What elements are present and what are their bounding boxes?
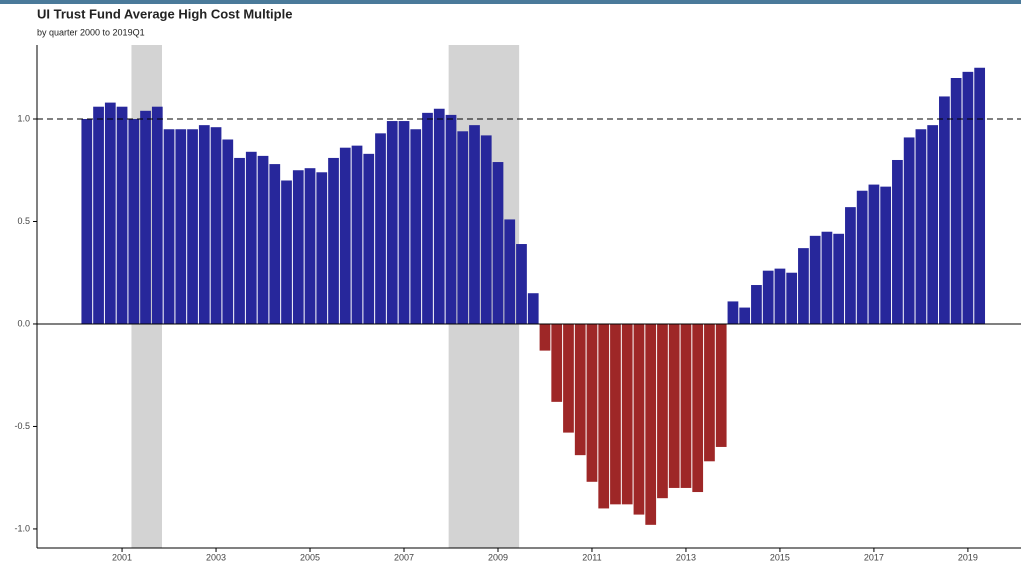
bar bbox=[116, 106, 128, 324]
bar bbox=[457, 131, 469, 324]
x-tick-label: 2007 bbox=[394, 552, 414, 562]
bar bbox=[962, 71, 974, 324]
y-tick-label: -1.0 bbox=[14, 523, 30, 533]
bar bbox=[950, 78, 962, 324]
bar bbox=[516, 244, 527, 324]
x-tick-label: 2015 bbox=[770, 552, 790, 562]
bar bbox=[410, 129, 422, 324]
bar bbox=[245, 151, 257, 324]
bar bbox=[868, 184, 880, 324]
bar bbox=[727, 301, 739, 324]
x-tick-label: 2017 bbox=[864, 552, 884, 562]
bar bbox=[610, 323, 621, 505]
x-tick-label: 2011 bbox=[582, 552, 601, 562]
bar bbox=[527, 293, 539, 324]
bar bbox=[140, 110, 151, 324]
bar bbox=[856, 190, 868, 324]
bar bbox=[198, 125, 210, 324]
bar bbox=[903, 137, 915, 324]
bar bbox=[774, 268, 786, 324]
bar bbox=[645, 323, 657, 525]
bar bbox=[210, 127, 222, 324]
bar bbox=[398, 121, 410, 324]
bar bbox=[281, 180, 292, 324]
x-tick-label: 2013 bbox=[676, 552, 696, 562]
bar bbox=[222, 139, 234, 324]
bar bbox=[351, 145, 363, 324]
bar bbox=[257, 155, 269, 324]
bar bbox=[128, 118, 140, 324]
bar bbox=[939, 96, 950, 324]
bar bbox=[104, 102, 116, 324]
chart-title: UI Trust Fund Average High Cost Multiple bbox=[37, 6, 292, 21]
bar bbox=[151, 106, 163, 324]
bar bbox=[598, 323, 610, 509]
bar bbox=[704, 323, 715, 462]
bar bbox=[433, 108, 445, 324]
bar bbox=[422, 112, 433, 324]
bar bbox=[480, 135, 492, 324]
bar bbox=[469, 125, 480, 324]
bar bbox=[915, 129, 927, 324]
bar bbox=[187, 129, 198, 324]
bar bbox=[81, 118, 93, 324]
bar bbox=[715, 323, 727, 447]
y-tick-label: 1.0 bbox=[17, 113, 30, 123]
bar bbox=[539, 323, 551, 351]
bar bbox=[386, 121, 398, 324]
x-tick-label: 2003 bbox=[206, 552, 226, 562]
bar bbox=[551, 323, 563, 402]
bar bbox=[339, 147, 351, 324]
bar bbox=[833, 233, 845, 324]
bar bbox=[175, 129, 187, 324]
bar bbox=[974, 67, 986, 324]
bar bbox=[316, 172, 328, 324]
bar bbox=[668, 323, 680, 488]
bar bbox=[739, 307, 751, 324]
bar bbox=[657, 323, 668, 499]
chart-subtitle: by quarter 2000 to 2019Q1 bbox=[37, 27, 145, 37]
bar bbox=[292, 170, 304, 324]
y-tick-label: 0.0 bbox=[17, 318, 30, 328]
y-tick-label: -0.5 bbox=[14, 421, 30, 431]
bar bbox=[363, 153, 375, 324]
bar bbox=[328, 157, 339, 324]
bar bbox=[821, 231, 833, 324]
bar bbox=[574, 323, 586, 456]
bar bbox=[375, 133, 386, 324]
bar bbox=[680, 323, 692, 488]
bar bbox=[304, 168, 316, 324]
bar bbox=[621, 323, 633, 505]
bar bbox=[492, 162, 504, 324]
bar bbox=[845, 207, 856, 324]
x-tick-label: 2001 bbox=[112, 552, 132, 562]
y-tick-label: 0.5 bbox=[17, 216, 30, 226]
bar bbox=[809, 235, 821, 324]
bar bbox=[798, 248, 809, 324]
x-tick-label: 2019 bbox=[958, 552, 978, 562]
bar bbox=[163, 129, 175, 324]
bar bbox=[445, 114, 457, 324]
x-tick-label: 2005 bbox=[300, 552, 320, 562]
bar bbox=[269, 164, 281, 324]
bar bbox=[234, 157, 245, 324]
bar bbox=[692, 323, 704, 493]
bar bbox=[563, 323, 574, 433]
bar bbox=[892, 159, 903, 324]
bar bbox=[504, 219, 516, 324]
bar bbox=[762, 270, 774, 324]
bar bbox=[927, 125, 939, 324]
x-tick-label: 2009 bbox=[488, 552, 508, 562]
top-band bbox=[0, 0, 1021, 4]
bar bbox=[880, 186, 892, 324]
bar bbox=[786, 272, 798, 324]
bar bbox=[751, 285, 762, 324]
bar bbox=[93, 106, 104, 324]
bar bbox=[586, 323, 598, 482]
bar bbox=[633, 323, 645, 515]
